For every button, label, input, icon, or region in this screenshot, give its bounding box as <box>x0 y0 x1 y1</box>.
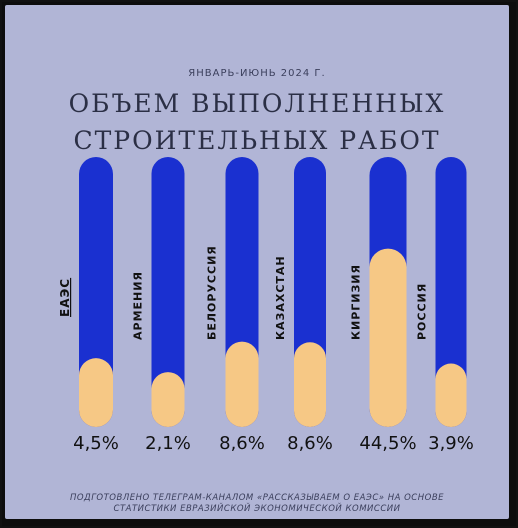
bar-2-track <box>151 157 185 427</box>
bar-5-category-label: КИРГИЗИЯ <box>350 264 363 340</box>
bar-1-track <box>79 157 113 427</box>
bar-6-track <box>435 157 467 427</box>
bar-5-value-fill <box>369 248 407 427</box>
chart-title-line1: ОБЪЕМ ВЫПОЛНЕННЫХ <box>68 89 446 118</box>
source-footnote: ПОДГОТОВЛЕНО ТЕЛЕГРАМ-КАНАЛОМ «РАССКАЗЫВ… <box>5 493 509 515</box>
bar-4-category-label: КАЗАХСТАН <box>274 255 287 340</box>
infographic-card: ЯНВАРЬ-ИЮНЬ 2024 Г. ОБЪЕМ ВЫПОЛНЕННЫХ СТ… <box>5 5 509 519</box>
period-subtitle: ЯНВАРЬ-ИЮНЬ 2024 Г. <box>188 68 326 79</box>
bar-chart: ЕАЭС 4,5% АРМЕНИЯ 2,1% БЕЛОРУССИЯ 8,6% КАЗАХСТ… <box>58 157 474 454</box>
bar-2-category-label: АРМЕНИЯ <box>132 271 145 340</box>
bar-6-value-fill <box>435 363 467 427</box>
footnote-line1: ПОДГОТОВЛЕНО ТЕЛЕГРАМ-КАНАЛОМ «РАССКАЗЫВ… <box>69 493 445 503</box>
bar-3-value-label: 8,6% <box>219 433 265 454</box>
bar-3-value-fill <box>225 341 259 427</box>
bar-1-category-label: ЕАЭС <box>58 278 72 317</box>
bar-2-value-fill <box>151 372 185 427</box>
bar-4-value-fill <box>294 342 326 427</box>
bar-1-value-fill <box>79 358 113 427</box>
bar-6-category-label: РОССИЯ <box>416 283 429 340</box>
bar-4-value-label: 8,6% <box>287 433 333 454</box>
bar-5-value-label: 44,5% <box>359 433 416 454</box>
chart-title-line2: СТРОИТЕЛЬНЫХ РАБОТ <box>73 126 441 155</box>
bar-3-category-label: БЕЛОРУССИЯ <box>206 245 219 340</box>
bar-6-value-label: 3,9% <box>428 433 474 454</box>
bars-group: ЕАЭС 4,5% АРМЕНИЯ 2,1% БЕЛОРУССИЯ 8,6% КАЗАХСТ… <box>58 157 474 454</box>
bar-2-value-label: 2,1% <box>145 433 191 454</box>
footnote-line2: СТАТИСТИКИ ЕВРАЗИЙСКОЙ ЭКОНОМИЧЕСКОЙ КОМ… <box>113 504 401 514</box>
bar-1-value-label: 4,5% <box>73 433 119 454</box>
